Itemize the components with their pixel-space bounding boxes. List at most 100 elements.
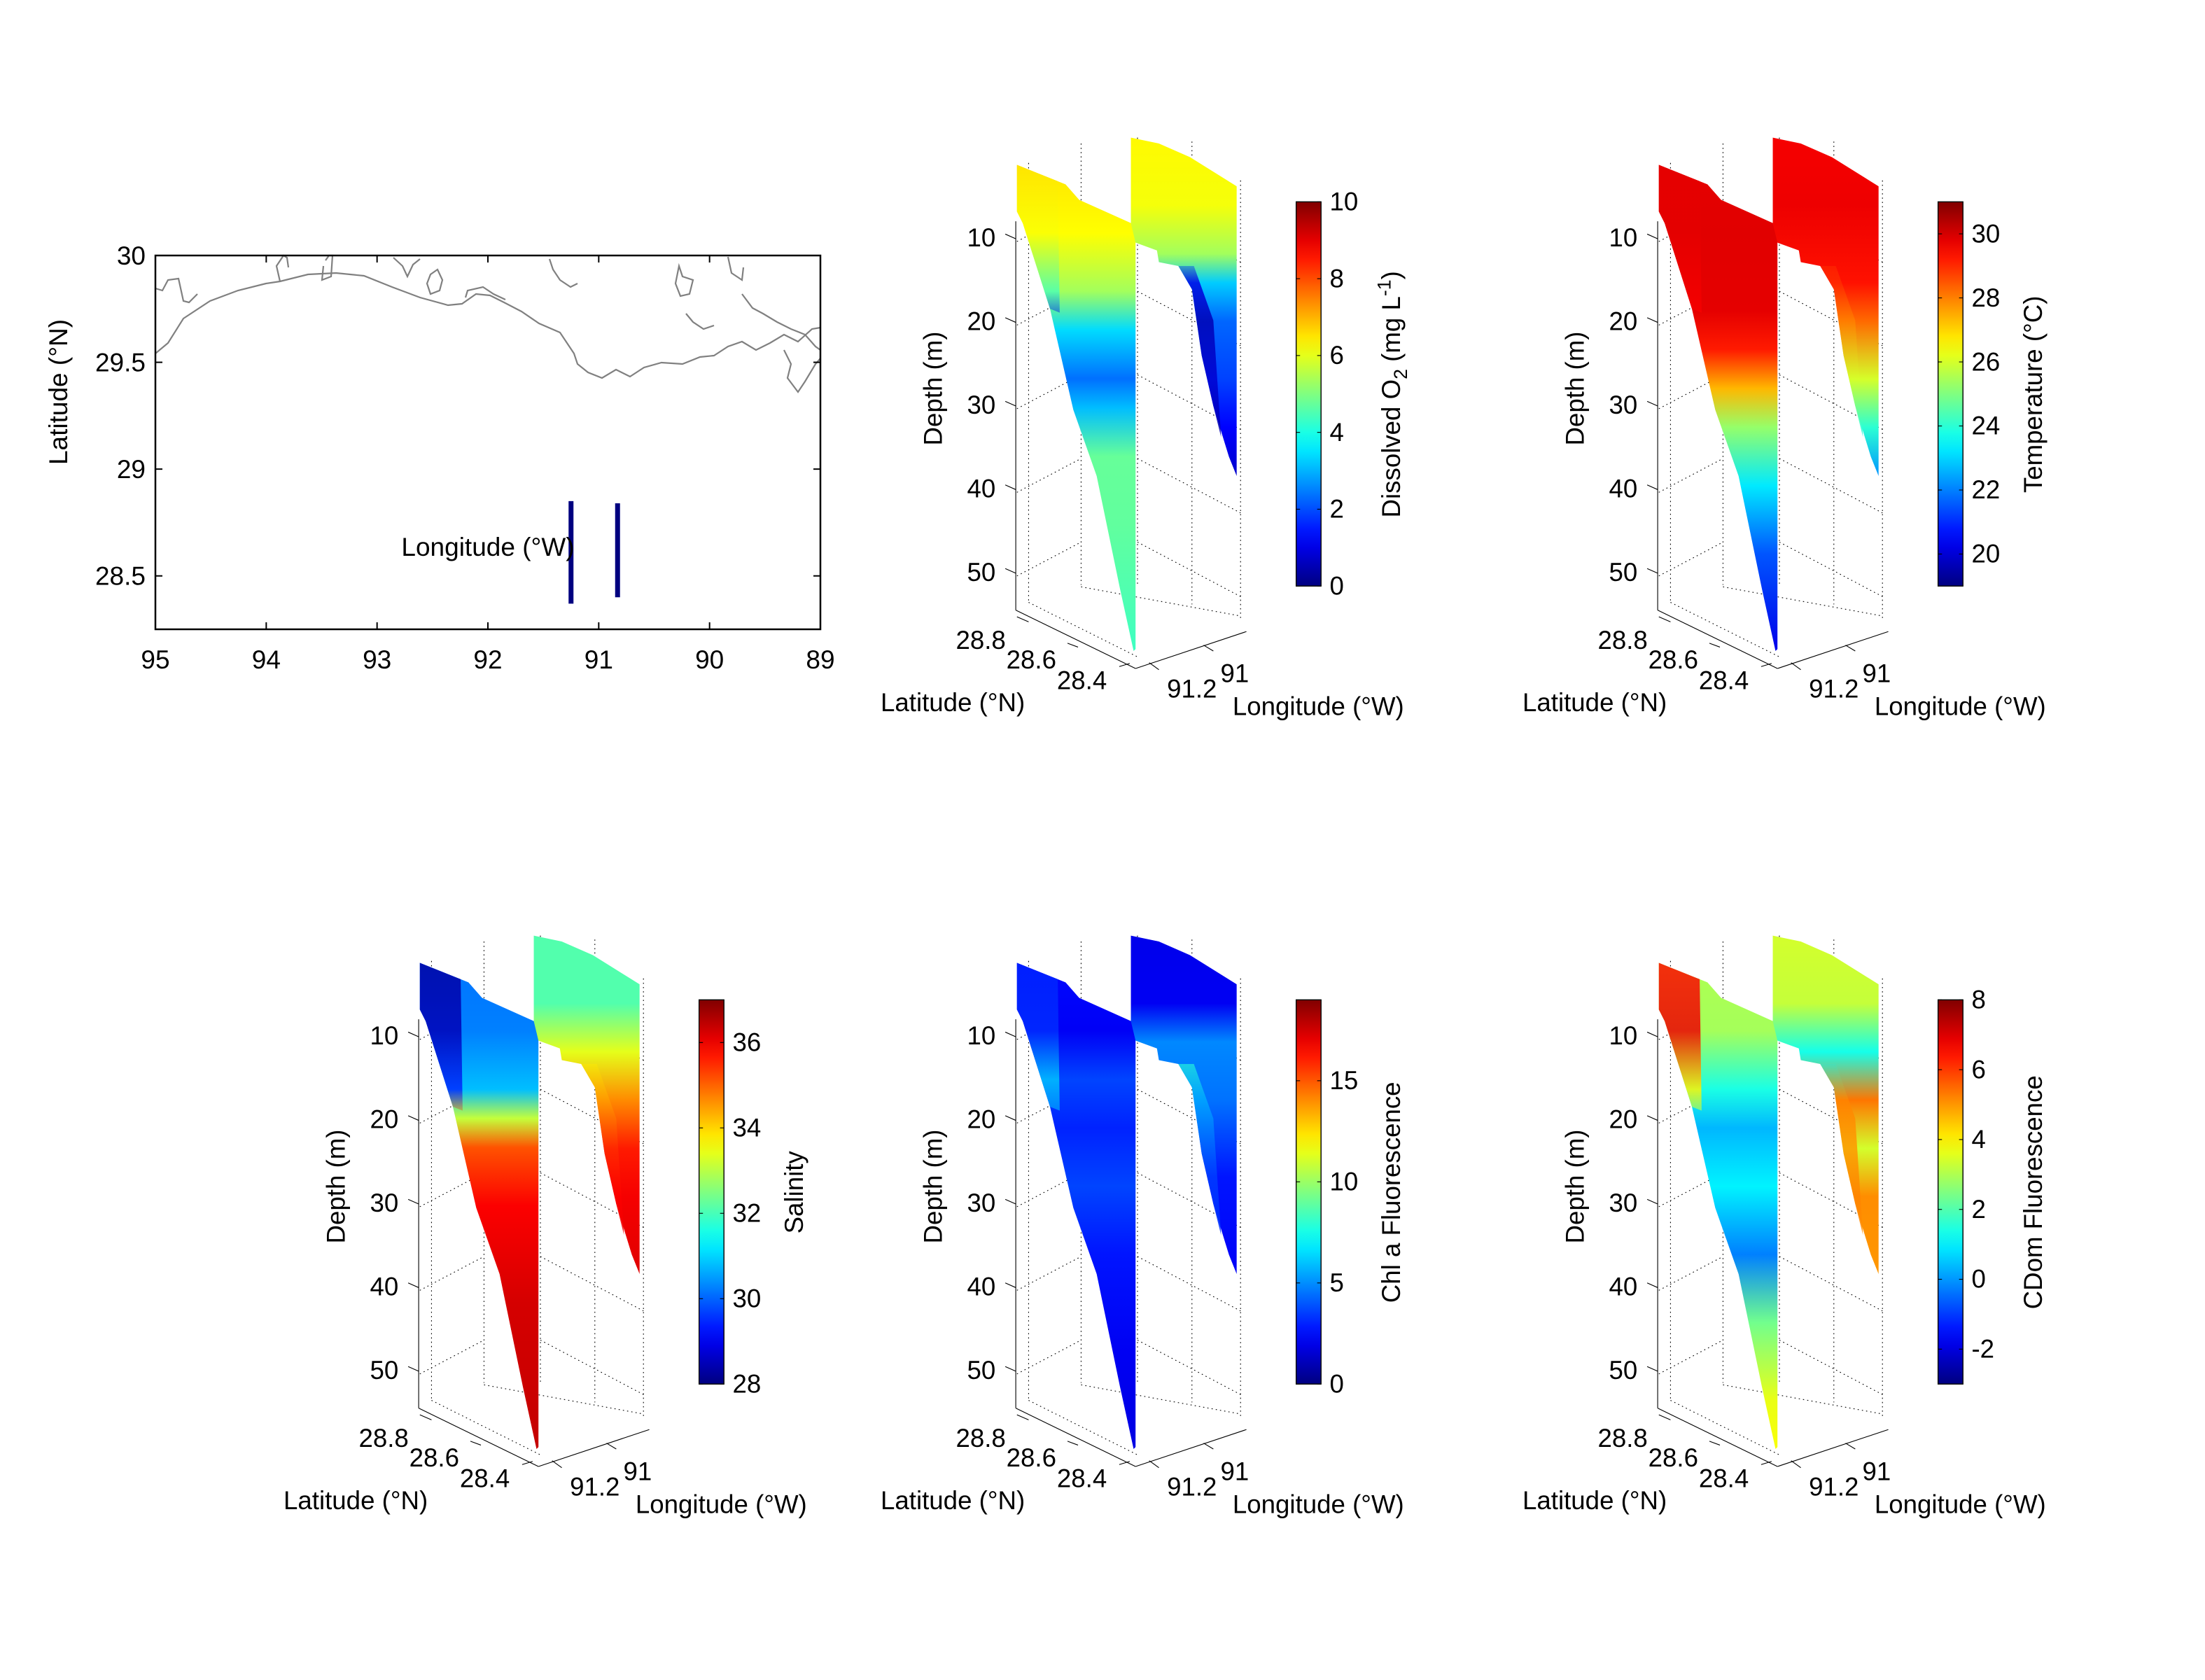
depth-tick-label: 10 bbox=[370, 1021, 398, 1050]
map-xtick-label: 93 bbox=[363, 645, 391, 674]
longitude-axis-label: Longitude (°W) bbox=[1875, 1490, 2046, 1519]
depth-tick-label: 50 bbox=[967, 1356, 995, 1385]
latitude-axis-label: Latitude (°N) bbox=[1522, 1486, 1667, 1515]
west-transect-shelf-band bbox=[1016, 962, 1060, 1111]
depth-axis-label: Depth (m) bbox=[919, 1130, 948, 1244]
colorbar-tick-label: 10 bbox=[1329, 188, 1358, 216]
latitude-axis-label: Latitude (°N) bbox=[881, 688, 1025, 717]
latitude-tick-mark bbox=[1709, 643, 1721, 648]
depth-tick-mark bbox=[1646, 400, 1658, 407]
colorbar: -2 0 2 4 6 8 CDom Fluorescence bbox=[1937, 986, 2047, 1385]
latitude-axis-label: Latitude (°N) bbox=[881, 1486, 1025, 1515]
depth-tick-label: 30 bbox=[967, 1189, 995, 1217]
colorbar-label: Dissolved O2 (mg L-1) bbox=[1374, 271, 1411, 517]
west-transect-shelf-band bbox=[1658, 164, 1702, 313]
longitude-tick-label: 91.2 bbox=[1167, 1473, 1217, 1502]
map-xtick-label: 95 bbox=[141, 645, 169, 674]
colorbar-tick-label: 15 bbox=[1329, 1066, 1358, 1095]
colorbar-tick-label: 22 bbox=[1971, 475, 2000, 504]
depth-tick-mark bbox=[407, 1198, 419, 1205]
latitude-tick-mark bbox=[1016, 616, 1029, 622]
coastline-segment bbox=[155, 272, 821, 379]
depth-tick-mark bbox=[1646, 568, 1658, 574]
longitude-tick-label: 91.2 bbox=[1809, 1473, 1858, 1502]
colorbar-gradient bbox=[1937, 201, 1963, 587]
depth-tick-mark bbox=[1004, 1366, 1016, 1372]
panel-temperature: 10 20 30 40 50 Depth (m) 28.828.628.4 Latitude … bbox=[1522, 137, 2047, 721]
colorbar: 0 2 4 6 8 10 Dissolved O2 (mg L-1) bbox=[1295, 188, 1411, 600]
colorbar-tick-label: 28 bbox=[732, 1369, 761, 1398]
latitude-tick-mark bbox=[470, 1441, 482, 1446]
colorbar-label: CDom Fluorescence bbox=[2019, 1075, 2047, 1309]
section-slabs bbox=[419, 935, 640, 1449]
depth-tick-label: 30 bbox=[370, 1189, 398, 1217]
map-ylabel: Latitude (°N) bbox=[44, 319, 73, 465]
colorbar-tick-label: 8 bbox=[1329, 264, 1343, 293]
map-ytick-label: 28.5 bbox=[95, 562, 146, 591]
colorbar-label: Temperature (°C) bbox=[2019, 296, 2047, 493]
coastline-segment bbox=[727, 256, 745, 281]
depth-tick-label: 40 bbox=[370, 1273, 398, 1301]
depth-tick-label: 10 bbox=[967, 223, 995, 252]
map-xtick-label: 90 bbox=[695, 645, 724, 674]
east-transect-section bbox=[533, 935, 640, 1274]
depth-tick-label: 30 bbox=[967, 391, 995, 419]
colorbar-tick-label: 4 bbox=[1971, 1125, 1985, 1154]
depth-axis-label: Depth (m) bbox=[1561, 332, 1590, 446]
depth-tick-mark bbox=[1646, 1282, 1658, 1288]
axes-lines bbox=[1004, 221, 1247, 671]
latitude-tick-label: 28.4 bbox=[1057, 1464, 1107, 1492]
east-transect-section bbox=[1772, 935, 1879, 1274]
coastline-segment bbox=[321, 254, 334, 281]
coastline-segment bbox=[464, 286, 506, 300]
depth-tick-label: 20 bbox=[370, 1105, 398, 1134]
latitude-tick-label: 28.8 bbox=[955, 626, 1005, 654]
colorbar: 20 22 24 26 28 30 Temperature (°C) bbox=[1937, 201, 2047, 587]
colorbar-tick-label: 6 bbox=[1329, 341, 1343, 370]
colorbar-tick-label: 4 bbox=[1329, 418, 1343, 447]
colorbar-tick-label: 32 bbox=[732, 1198, 761, 1227]
latitude-tick-label: 28.6 bbox=[1648, 645, 1698, 674]
longitude-tick-label: 91 bbox=[1220, 659, 1249, 687]
map-xtick-label: 91 bbox=[584, 645, 613, 674]
depth-tick-mark bbox=[407, 1282, 419, 1288]
east-transect-shelf-band bbox=[1178, 266, 1222, 438]
colorbar-tick-label: 0 bbox=[1971, 1265, 1985, 1294]
axes-lines bbox=[1004, 1019, 1247, 1469]
depth-tick-mark bbox=[1646, 1198, 1658, 1205]
depth-axis-label: Depth (m) bbox=[919, 332, 948, 446]
colorbar-tick-label: 20 bbox=[1971, 540, 2000, 568]
latitude-tick-mark bbox=[1709, 1441, 1721, 1446]
east-transect-section bbox=[1130, 137, 1237, 476]
depth-tick-label: 10 bbox=[1609, 223, 1637, 252]
depth-tick-mark bbox=[1004, 400, 1016, 407]
colorbar-tick-label: 8 bbox=[1971, 986, 1985, 1014]
station-map-panel: 95 94 93 92 91 90 89 30 29.5 29 28.5 Longitude (°… bbox=[44, 241, 835, 674]
depth-tick-mark bbox=[1646, 1115, 1658, 1121]
depth-tick-mark bbox=[1004, 1115, 1016, 1121]
latitude-tick-label: 28.8 bbox=[1597, 626, 1647, 654]
depth-tick-mark bbox=[1646, 1366, 1658, 1372]
latitude-tick-mark bbox=[1067, 643, 1079, 648]
colorbar-tick-label: 0 bbox=[1329, 1369, 1343, 1398]
east-transect-section bbox=[1772, 137, 1879, 476]
longitude-axis-label: Longitude (°W) bbox=[1233, 1490, 1404, 1519]
colorbar: 0 5 10 15 Chl a Fluorescence bbox=[1295, 999, 1406, 1398]
colorbar: 28 30 32 34 36 Salinity bbox=[698, 999, 808, 1398]
longitude-tick-mark bbox=[1203, 1443, 1214, 1450]
depth-tick-label: 40 bbox=[1609, 1273, 1637, 1301]
section-slabs bbox=[1658, 137, 1879, 652]
depth-tick-mark bbox=[1004, 1031, 1016, 1037]
longitude-tick-mark bbox=[1149, 662, 1159, 671]
depth-tick-label: 40 bbox=[967, 475, 995, 503]
latitude-tick-label: 28.8 bbox=[955, 1424, 1005, 1452]
latitude-tick-label: 28.8 bbox=[1597, 1424, 1647, 1452]
west-transect-shelf-band bbox=[1016, 164, 1060, 313]
latitude-tick-label: 28.6 bbox=[1648, 1443, 1698, 1472]
colorbar-gradient bbox=[1295, 999, 1322, 1385]
longitude-tick-label: 91 bbox=[1862, 659, 1891, 687]
colorbar-tick-label: 24 bbox=[1971, 412, 2000, 440]
colorbar-tick-label: 28 bbox=[1971, 284, 2000, 312]
depth-tick-mark bbox=[1004, 233, 1016, 239]
colorbar-label: Chl a Fluorescence bbox=[1377, 1082, 1406, 1303]
